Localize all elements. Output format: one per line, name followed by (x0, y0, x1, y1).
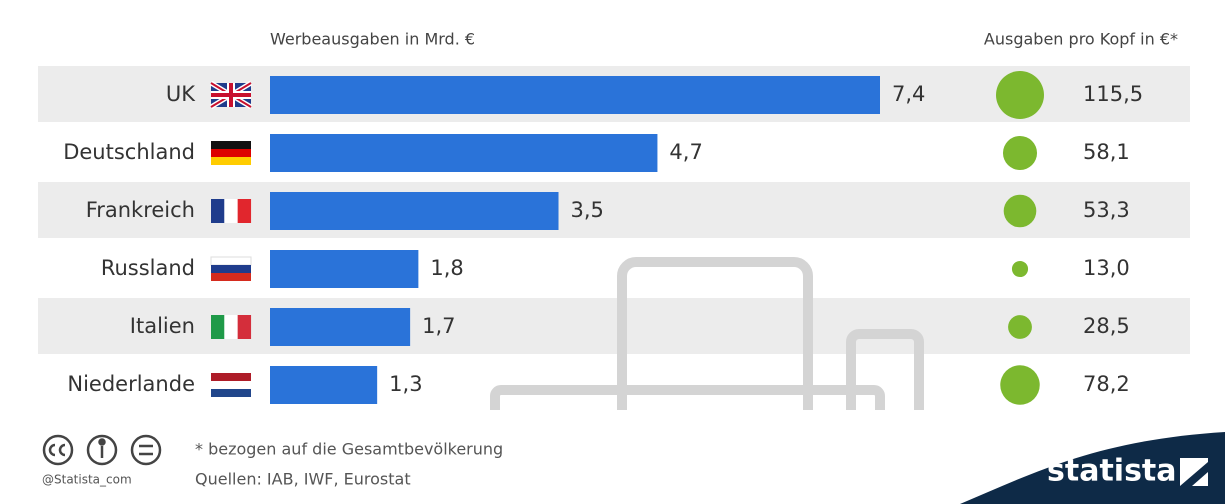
bubble-value-label: 13,0 (1083, 256, 1130, 280)
flag-icon (211, 83, 251, 107)
bar-value-label: 1,3 (389, 372, 422, 396)
bubble (1008, 315, 1032, 339)
flag (238, 315, 251, 339)
bar (270, 308, 410, 346)
flag (211, 199, 224, 223)
bar-value-label: 3,5 (571, 198, 604, 222)
circle-header: Ausgaben pro Kopf in €* (984, 30, 1178, 49)
bubble (1003, 136, 1037, 170)
flag (224, 199, 237, 223)
flag-icon (211, 199, 251, 223)
flag (211, 381, 251, 389)
flag (224, 315, 237, 339)
bar (270, 250, 418, 288)
bubble-value-label: 78,2 (1083, 372, 1130, 396)
bubble (1004, 195, 1037, 228)
category-label: Russland (101, 256, 195, 280)
brand-icon (1180, 458, 1208, 486)
category-label: Frankreich (86, 198, 195, 222)
category-label: UK (166, 82, 196, 106)
flag-icon (211, 257, 251, 281)
bubble-value-label: 28,5 (1083, 314, 1130, 338)
bar-header: Werbeausgaben in Mrd. € (270, 30, 475, 49)
flag (211, 141, 251, 149)
flag (211, 389, 251, 397)
brand-logo: statista (1047, 454, 1177, 489)
flag (211, 149, 251, 157)
flag (211, 265, 251, 273)
flag (211, 157, 251, 165)
flag (211, 257, 251, 265)
bar (270, 134, 657, 172)
flag-icon (211, 315, 251, 339)
flag (238, 199, 251, 223)
bar (270, 192, 559, 230)
flag-icon (211, 141, 251, 165)
bar-value-label: 4,7 (669, 140, 702, 164)
flag-icon (211, 373, 251, 397)
bubble (996, 71, 1044, 119)
flag (211, 273, 251, 281)
bubble-value-label: 53,3 (1083, 198, 1130, 222)
footer-source: Quellen: IAB, IWF, Eurostat (195, 470, 411, 489)
flag (211, 315, 224, 339)
footer-handle: @Statista_com (42, 473, 132, 487)
bubble-value-label: 58,1 (1083, 140, 1130, 164)
bar-value-label: 7,4 (892, 82, 925, 106)
category-label: Niederlande (67, 372, 195, 396)
bubble (1000, 365, 1039, 404)
bar (270, 76, 880, 114)
bar-value-label: 1,8 (430, 256, 463, 280)
category-label: Italien (130, 314, 195, 338)
bubble-value-label: 115,5 (1083, 82, 1143, 106)
category-label: Deutschland (63, 140, 195, 164)
footer-note: * bezogen auf die Gesamtbevölkerung (195, 440, 503, 459)
chart: UK 7,4 115,5 Deutschland 4,7 58,1 Frankreich 3,… (0, 0, 1225, 504)
bar (270, 366, 377, 404)
flag (211, 373, 251, 381)
bar-value-label: 1,7 (422, 314, 455, 338)
bubble (1012, 261, 1028, 277)
